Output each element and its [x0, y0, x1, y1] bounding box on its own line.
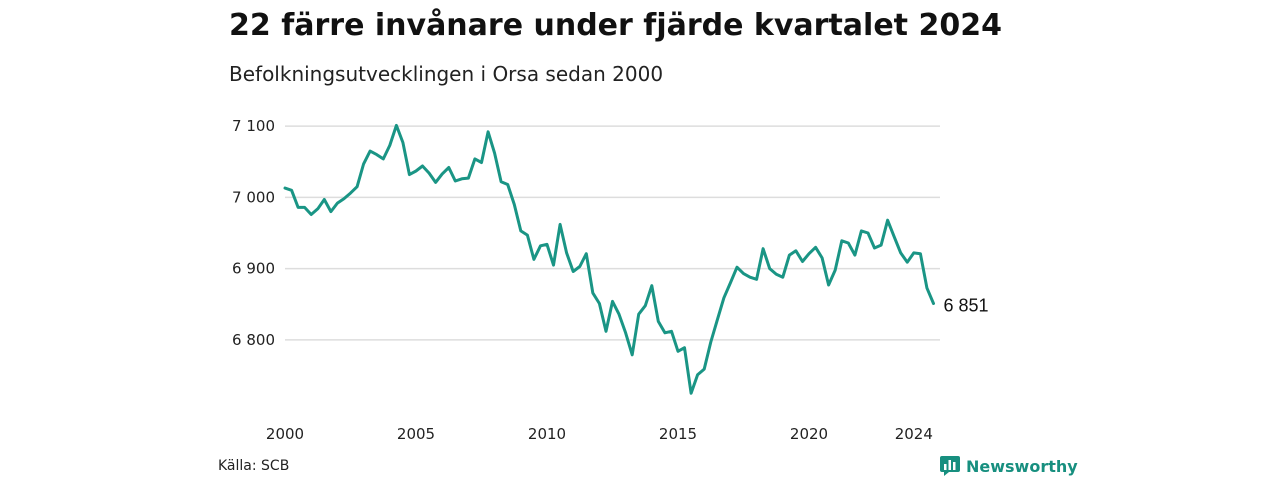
x-tick-label: 2000: [266, 425, 304, 443]
y-tick-label: 6 800: [232, 331, 275, 349]
source-note: Källa: SCB: [218, 458, 290, 474]
y-axis-ticks: 6 800 6 900 7 000 7 100: [232, 117, 275, 349]
bar-chart-logo-icon: [940, 456, 960, 476]
x-tick-label: 2015: [659, 425, 697, 443]
end-label-layer: 6 851: [943, 296, 988, 316]
y-tick-label: 7 000: [232, 188, 275, 206]
gridlines: [285, 125, 940, 341]
y-tick-label: 7 100: [232, 117, 275, 135]
chart-subtitle: Befolkningsutvecklingen i Orsa sedan 200…: [229, 62, 664, 86]
x-tick-label: 2010: [528, 425, 566, 443]
brand-name: Newsworthy: [966, 456, 1078, 476]
series-layer: [283, 123, 935, 395]
population-line: [283, 123, 935, 395]
x-tick-label: 2020: [790, 425, 828, 443]
x-axis-ticks: 2000 2005 2010 2015 2020 2024: [266, 425, 933, 443]
y-tick-label: 6 900: [232, 260, 275, 278]
x-tick-label: 2024: [895, 425, 933, 443]
chart-title: 22 färre invånare under fjärde kvartalet…: [229, 8, 1002, 43]
x-tick-label: 2005: [397, 425, 435, 443]
newsworthy-brand: Newsworthy: [940, 456, 1078, 476]
end-value-label: 6 851: [943, 296, 988, 316]
